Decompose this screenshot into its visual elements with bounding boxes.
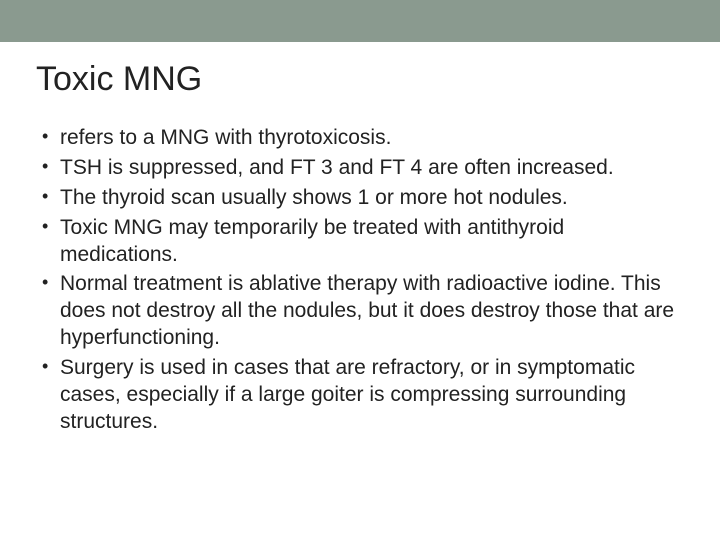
bullet-item: The thyroid scan usually shows 1 or more… (42, 185, 684, 212)
bullet-item: Toxic MNG may temporarily be treated wit… (42, 215, 684, 269)
slide-content: Toxic MNG refers to a MNG with thyrotoxi… (0, 42, 720, 436)
bullet-item: Normal treatment is ablative therapy wit… (42, 271, 684, 352)
bullet-item: refers to a MNG with thyrotoxicosis. (42, 125, 684, 152)
top-accent-bar (0, 0, 720, 42)
slide-title: Toxic MNG (36, 60, 684, 99)
bullet-list: refers to a MNG with thyrotoxicosis. TSH… (36, 125, 684, 436)
bullet-item: TSH is suppressed, and FT 3 and FT 4 are… (42, 155, 684, 182)
bullet-item: Surgery is used in cases that are refrac… (42, 355, 684, 436)
